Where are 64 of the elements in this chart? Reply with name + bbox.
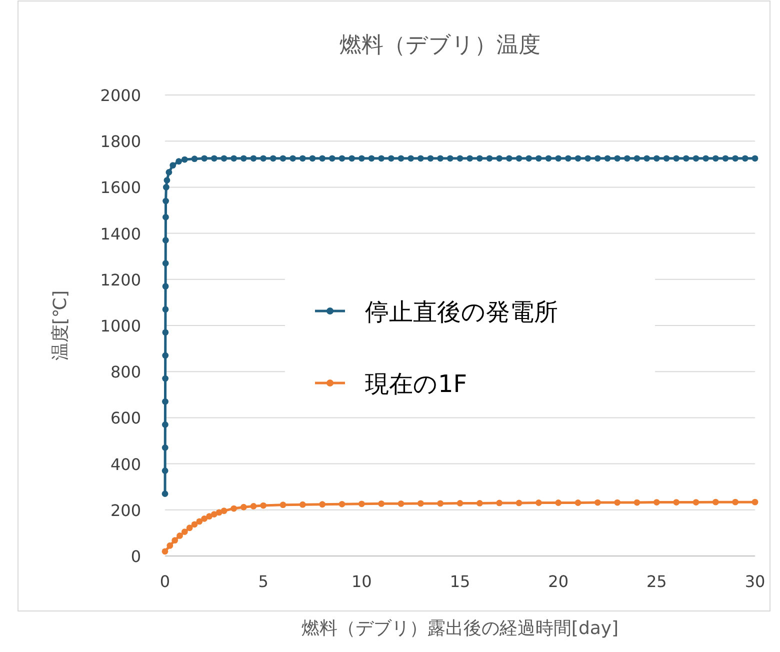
legend-label: 現在の1F [365,370,468,398]
y-tick-label: 0 [130,547,141,566]
point [634,499,640,506]
point [692,499,700,506]
point [358,500,365,508]
x-tick-label: 15 [450,572,470,591]
y-tick-label: 1200 [100,270,141,290]
point [250,503,257,510]
point [191,521,198,528]
x-tick-label: 25 [646,572,667,591]
point [210,511,218,518]
x-axis-title: 燃料（デブリ）露出後の経過時間[day] [301,618,619,639]
point [299,501,306,508]
chart-title: 燃料（デブリ）温度 [340,33,540,58]
point [594,499,601,506]
point [516,500,522,506]
x-tick-label: 5 [258,572,268,591]
point [535,500,542,506]
x-tick-label: 20 [548,572,569,591]
point [338,500,346,508]
point [752,498,758,506]
point [280,502,286,508]
y-tick-label: 1600 [100,178,141,198]
point [673,499,680,506]
point [319,501,326,508]
point [260,502,267,509]
point [186,524,193,532]
y-tick-label: 1000 [100,316,141,336]
point [732,498,739,506]
point [456,500,464,506]
x-tick-label: 0 [160,572,170,591]
y-tick-label: 200 [110,500,141,520]
legend-label: 停止直後の発電所 [365,298,558,326]
y-axis-title: 温度[℃] [50,290,71,361]
point [201,515,208,522]
point [220,508,228,514]
y-tick-label: 1800 [100,132,141,152]
point [162,548,168,555]
x-tick-label: 10 [351,572,372,591]
point [206,513,212,520]
point [240,504,247,510]
point [555,500,562,506]
point [176,532,183,539]
point [196,518,203,525]
y-tick-label: 800 [110,362,141,382]
y-tick-label: 400 [110,454,141,474]
point [378,500,385,507]
point [614,499,621,506]
point [476,500,483,506]
point [230,505,238,512]
y-tick-label: 600 [110,408,141,428]
point [437,500,444,507]
point [417,500,424,507]
x-tick-label: 30 [744,572,766,591]
point [712,498,719,506]
point [398,500,404,507]
y-tick-label: 1400 [100,224,141,244]
point [574,500,582,506]
point [166,542,174,549]
point [653,499,660,506]
point [496,500,503,506]
point [181,528,188,535]
y-tick-label: 2000 [100,86,141,105]
point [172,537,178,544]
